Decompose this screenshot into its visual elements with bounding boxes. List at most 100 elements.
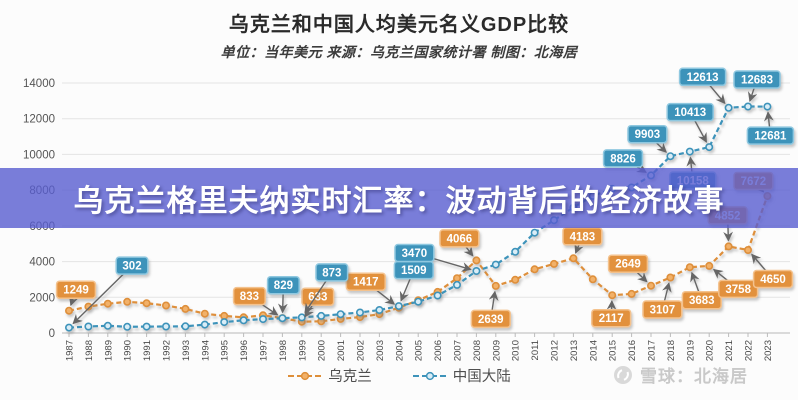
x-tick-label: 2002 (356, 340, 367, 361)
x-tick-label: 2016 (627, 340, 638, 361)
data-callout-box (591, 308, 632, 328)
svg-text:12000: 12000 (23, 114, 55, 126)
data-callout-value: 2649 (615, 259, 641, 271)
data-callout-value: 3107 (650, 305, 676, 317)
x-tick-label: 1996 (239, 340, 250, 361)
x-tick-label: 2013 (569, 340, 580, 361)
ukraine-line-swatch-icon (288, 371, 323, 380)
x-tick-label: 1999 (297, 340, 308, 361)
svg-text:0: 0 (49, 328, 55, 340)
x-tick-label: 2023 (763, 340, 774, 361)
data-callout-box (733, 70, 781, 89)
data-callout-box (315, 263, 349, 282)
data-callout-box (602, 149, 644, 168)
x-tick-label: 1991 (142, 340, 153, 361)
x-tick-label: 2003 (375, 340, 386, 361)
chart-subtitle: 单位：当年美元 来源：乌克兰国家统计署 制图：北海居 (220, 44, 578, 60)
data-callout-box (439, 229, 480, 248)
data-callout-value: 12683 (741, 75, 773, 87)
legend-item-ukraine: 乌克兰 (287, 365, 372, 386)
x-tick-label: 2001 (336, 340, 347, 361)
data-callout-value: 1509 (401, 265, 427, 277)
x-tick-label: 1992 (162, 340, 173, 361)
x-tick-label: 1987 (65, 340, 76, 361)
x-tick-label: 2018 (666, 340, 677, 361)
x-tick-label: 2004 (394, 340, 405, 361)
data-callout-box (55, 280, 97, 299)
legend-item-china: 中国大陆 (412, 365, 511, 386)
x-tick-label: 2020 (705, 340, 716, 361)
data-callout-value: 10413 (674, 107, 706, 119)
x-tick-label: 2010 (511, 340, 522, 361)
data-callout-box (345, 272, 386, 291)
data-callout-box (266, 275, 300, 295)
data-callout-value: 829 (274, 280, 293, 292)
x-tick-label: 2015 (608, 340, 619, 361)
xueqiu-logo-icon (614, 365, 632, 384)
x-tick-label: 1988 (84, 340, 95, 361)
data-callout-value: 8826 (610, 153, 636, 165)
data-callout-box (718, 279, 759, 299)
x-tick-label: 2021 (724, 340, 735, 361)
data-callout-box (666, 102, 714, 122)
watermark-text: 雪球：北海居 (640, 367, 748, 386)
data-callout-value: 4650 (760, 274, 786, 286)
legend-label-china: 中国大陆 (452, 369, 511, 385)
banner-headline: 乌克兰格里夫纳实时汇率：波动背后的经济故事 (73, 185, 725, 218)
x-tick-label: 2009 (491, 340, 502, 361)
data-callout-box (642, 300, 683, 319)
x-tick-label: 1998 (278, 340, 289, 361)
x-tick-label: 1993 (181, 340, 192, 361)
data-callout-value: 3683 (689, 295, 715, 307)
data-callout-value: 12613 (687, 72, 719, 84)
data-callout-box (607, 254, 649, 273)
x-tick-label: 1994 (200, 340, 211, 361)
data-callout-box (746, 126, 795, 145)
x-tick-label: 2014 (588, 340, 599, 361)
data-callout-box (232, 286, 266, 306)
data-callout-value: 833 (240, 291, 259, 303)
x-tick-label: 2022 (744, 340, 755, 361)
svg-text:10000: 10000 (23, 149, 55, 161)
svg-text:2000: 2000 (29, 292, 55, 304)
x-tick-label: 2011 (530, 340, 541, 360)
data-callout-value: 3758 (725, 284, 751, 296)
data-callout-value: 12681 (754, 131, 787, 143)
data-callout-value: 2117 (599, 313, 624, 325)
x-tick-label: 2012 (550, 340, 561, 361)
data-callout-value: 4066 (447, 233, 473, 245)
data-callout-value: 3470 (402, 248, 428, 260)
data-callout-value: 1417 (353, 277, 379, 289)
data-callout-box (681, 290, 722, 310)
data-callout-box (394, 243, 435, 263)
data-callout-box (470, 309, 511, 329)
x-tick-label: 2008 (472, 340, 483, 361)
data-callout-box (627, 124, 668, 144)
x-tick-label: 2005 (414, 340, 425, 361)
data-callout-value: 9903 (635, 129, 661, 141)
x-tick-label: 2017 (647, 340, 658, 361)
data-callout-value: 302 (122, 261, 141, 273)
x-tick-label: 2006 (433, 340, 444, 361)
data-callout-value: 873 (322, 267, 341, 279)
chart-title: 乌克兰和中国人均美元名义GDP比较 (228, 14, 570, 36)
x-tick-label: 1995 (220, 340, 231, 361)
x-tick-label: 1989 (103, 340, 114, 361)
data-callout-box (752, 269, 794, 289)
x-tick-label: 2007 (453, 340, 464, 361)
data-callout-box (678, 67, 727, 87)
overlay-banner: 乌克兰格里夫纳实时汇率：波动背后的经济故事 (0, 168, 798, 228)
data-callout-box (115, 256, 149, 275)
watermark: 雪球：北海居 (612, 362, 748, 387)
x-tick-label: 1997 (259, 340, 270, 361)
x-tick-label: 2000 (317, 340, 328, 361)
data-callout-box (301, 287, 335, 306)
x-tick-label: 2019 (685, 340, 696, 361)
svg-text:4000: 4000 (29, 257, 55, 269)
legend-label-ukraine: 乌克兰 (328, 369, 372, 385)
china-line-swatch-icon (412, 371, 447, 380)
data-callout-value: 4183 (570, 231, 596, 243)
legend: 乌克兰 中国大陆 (0, 365, 798, 386)
data-callout-value: 1249 (63, 285, 89, 297)
svg-text:14000: 14000 (23, 78, 55, 90)
